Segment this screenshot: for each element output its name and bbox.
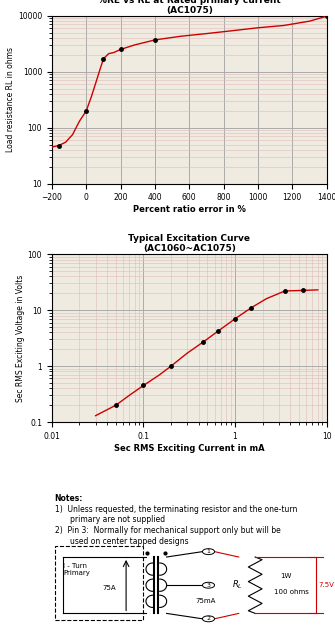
Y-axis label: Sec RMS Exciting Voltage in Volts: Sec RMS Exciting Voltage in Volts — [16, 275, 25, 402]
Bar — [55, 546, 143, 620]
Text: 2)  Pin 3:  Normally for mechanical support only but will be: 2) Pin 3: Normally for mechanical suppor… — [55, 526, 280, 535]
Circle shape — [202, 616, 214, 622]
Text: 1: 1 — [207, 549, 210, 554]
Text: 7.5V: 7.5V — [318, 582, 334, 588]
Circle shape — [202, 549, 214, 554]
Text: 3: 3 — [206, 583, 210, 588]
X-axis label: Sec RMS Exciting Current in mA: Sec RMS Exciting Current in mA — [114, 444, 265, 452]
Text: $R_L$: $R_L$ — [232, 579, 243, 592]
Text: I - Turn
Primary: I - Turn Primary — [63, 563, 90, 576]
Circle shape — [202, 582, 214, 588]
Text: 75A: 75A — [103, 585, 117, 591]
Text: 100 ohms: 100 ohms — [274, 589, 309, 595]
Text: Notes:: Notes: — [55, 494, 83, 503]
Text: 1)  Unless requested, the terminating resistor and the one-turn: 1) Unless requested, the terminating res… — [55, 505, 297, 513]
Text: primary are not supplied: primary are not supplied — [70, 515, 165, 524]
Title: Typical Excitation Curve
(AC1060~AC1075): Typical Excitation Curve (AC1060~AC1075) — [128, 234, 250, 253]
Text: 75mA: 75mA — [196, 598, 216, 604]
X-axis label: Percent ratio error in %: Percent ratio error in % — [133, 205, 246, 214]
Text: used on center tapped designs: used on center tapped designs — [70, 537, 188, 546]
Text: 2: 2 — [206, 616, 210, 621]
Y-axis label: Load resistance RL in ohms: Load resistance RL in ohms — [6, 47, 15, 152]
Text: 1W: 1W — [280, 573, 291, 579]
Title: %RE vs RL at Rated primary current
(AC1075): %RE vs RL at Rated primary current (AC10… — [98, 0, 281, 15]
